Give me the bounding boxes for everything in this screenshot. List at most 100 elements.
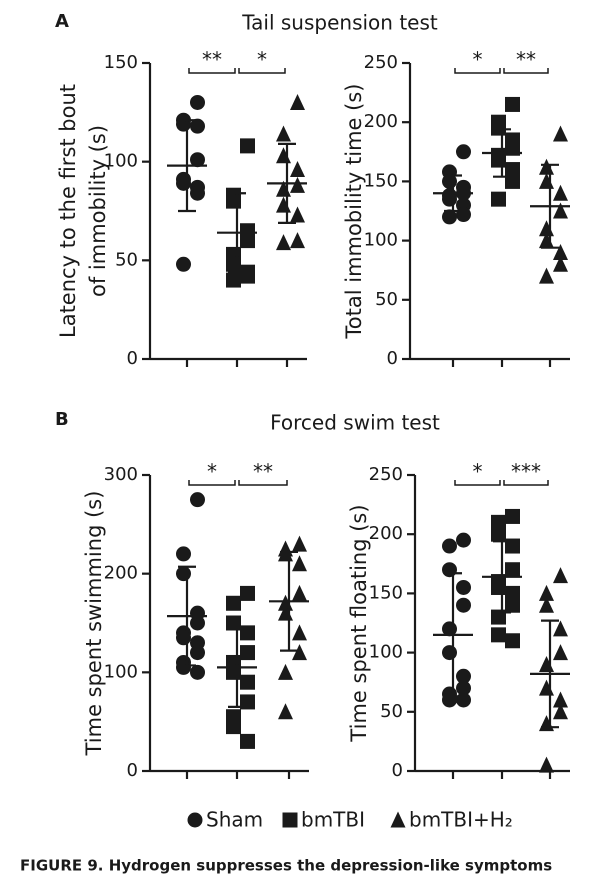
y-tick-label: 150 [364,170,398,191]
legend-label: bmTBI [301,808,365,832]
point [176,116,191,132]
point [505,162,520,178]
point [276,196,291,213]
point [553,620,568,637]
point [456,597,471,613]
y-axis-label: Latency to the first bout [56,84,80,338]
point [553,703,568,720]
significance-label: *** [511,460,541,484]
point [226,256,241,272]
significance-bracket [503,480,549,486]
point [190,492,205,508]
y-tick-label: 100 [364,230,398,251]
y-tick-label: 0 [392,760,403,781]
panel-title: Tail suspension test [241,11,438,35]
point [505,96,520,112]
point [187,812,203,828]
point [240,674,255,690]
point [290,232,305,249]
significance-bracket [454,480,501,486]
y-tick-label: 200 [364,111,398,132]
point [190,664,205,680]
point [491,526,506,542]
point [491,579,506,595]
point [539,584,554,601]
significance-bracket [188,68,236,74]
point [553,184,568,201]
point [226,719,241,735]
y-tick-label: 50 [375,289,398,310]
panel-label: B [55,409,69,430]
point [491,152,506,168]
panel-label: A [55,11,69,32]
point [276,147,291,164]
point [505,597,520,613]
point [456,579,471,595]
point [240,645,255,661]
y-axis-label: Time spent floating (s) [347,504,371,742]
point [278,663,293,680]
point [505,633,520,649]
point [240,268,255,284]
y-tick-label: 0 [127,760,138,781]
point [456,144,471,160]
point [240,585,255,601]
point [190,615,205,631]
legend-label: bmTBI+H₂ [409,808,513,832]
y-axis-label: of immobility (s) [86,125,110,297]
significance-label: * [473,460,483,484]
point [539,655,554,672]
y-tick-label: 100 [104,151,138,172]
point [240,625,255,641]
point [539,158,554,175]
point [276,234,291,251]
point [276,125,291,142]
point [190,152,205,168]
point [176,546,191,562]
significance-label: * [207,460,217,484]
y-axis-label: Total immobility time (s) [342,84,366,340]
point [456,692,471,708]
point [553,202,568,219]
point [491,191,506,207]
point [491,120,506,136]
point [226,272,241,288]
point [290,161,305,178]
point [290,176,305,193]
y-tick-label: 250 [364,52,398,73]
point [240,694,255,710]
y-tick-label: 150 [104,52,138,73]
y-axis-label: Time spent swimming (s) [82,491,106,757]
point [290,93,305,110]
point [226,615,241,631]
point [505,508,520,524]
point [240,733,255,749]
point [442,692,457,708]
caption: FIGURE 9. Hydrogen suppresses the depres… [20,857,552,875]
point [292,555,307,572]
significance-label: ** [516,48,536,72]
point [456,680,471,696]
point [226,193,241,209]
point [176,566,191,582]
point [553,644,568,661]
significance-bracket [503,68,549,74]
point [292,584,307,601]
significance-bracket [454,68,501,74]
point [539,679,554,696]
significance-bracket [238,480,288,486]
point [553,255,568,272]
point [176,256,191,272]
point [442,562,457,578]
point [539,596,554,613]
y-tick-label: 0 [127,348,138,369]
y-tick-label: 0 [387,348,398,369]
point [292,535,307,552]
point [282,812,298,828]
point [505,562,520,578]
y-tick-label: 300 [104,464,138,485]
point [442,538,457,554]
point [190,94,205,110]
point [240,233,255,249]
